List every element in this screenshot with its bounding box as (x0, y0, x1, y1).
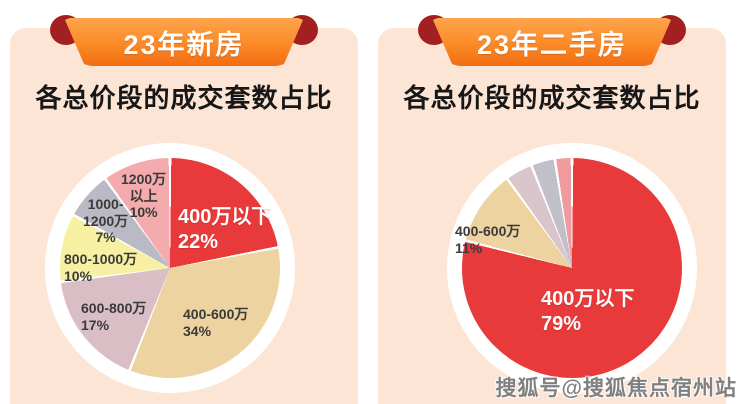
pie-disc-secondhand-homes (462, 158, 682, 378)
pie-disc-new-homes (60, 158, 280, 378)
panel-subtitle: 各总价段的成交套数占比 (35, 83, 333, 113)
pie-slice-label-400万以下: 400万以下 22% (178, 206, 272, 253)
panel-new-homes-2023: 23年新房 各总价段的成交套数占比 400万以下 22% 400-600万 34% 60… (10, 15, 358, 404)
pie-slice-label-600-800万: 600-800万 17% (81, 300, 147, 333)
panel-secondhand-homes-2023: 23年二手房 各总价段的成交套数占比 400万以下 79% 400-600万 11% (378, 15, 726, 404)
pie-slice-label-1000-1200万: 1000- 1200万 7% (83, 196, 129, 246)
pie-slice-label-800-1000万: 800-1000万 10% (64, 251, 138, 284)
watermark-souhu-account: 搜狐号@搜狐焦点宿州站 (495, 377, 737, 400)
panel-subtitle: 各总价段的成交套数占比 (403, 83, 701, 113)
panel-title: 23年二手房 (476, 29, 628, 60)
pie-slice-label-400万以下: 400万以下 79% (541, 288, 635, 335)
pie-slice-label-400-600万: 400-600万 11% (455, 223, 521, 256)
pie-slice-label-1200万以上: 1200万 以上 10% (121, 171, 167, 221)
ribbon-banner-new-homes: 23年新房 (50, 14, 318, 66)
ribbon-banner-secondhand-homes: 23年二手房 (418, 14, 686, 66)
pie-slice-label-400-600万: 400-600万 34% (183, 306, 249, 339)
ribbon-body: 23年二手房 (433, 18, 671, 66)
panel-title: 23年新房 (123, 29, 245, 60)
ribbon-body: 23年新房 (65, 18, 303, 66)
pie-chart-secondhand-homes: 400万以下 79% 400-600万 11% (447, 143, 697, 393)
pie-chart-new-homes: 400万以下 22% 400-600万 34% 600-800万 17% 800-1000万… (45, 143, 295, 393)
